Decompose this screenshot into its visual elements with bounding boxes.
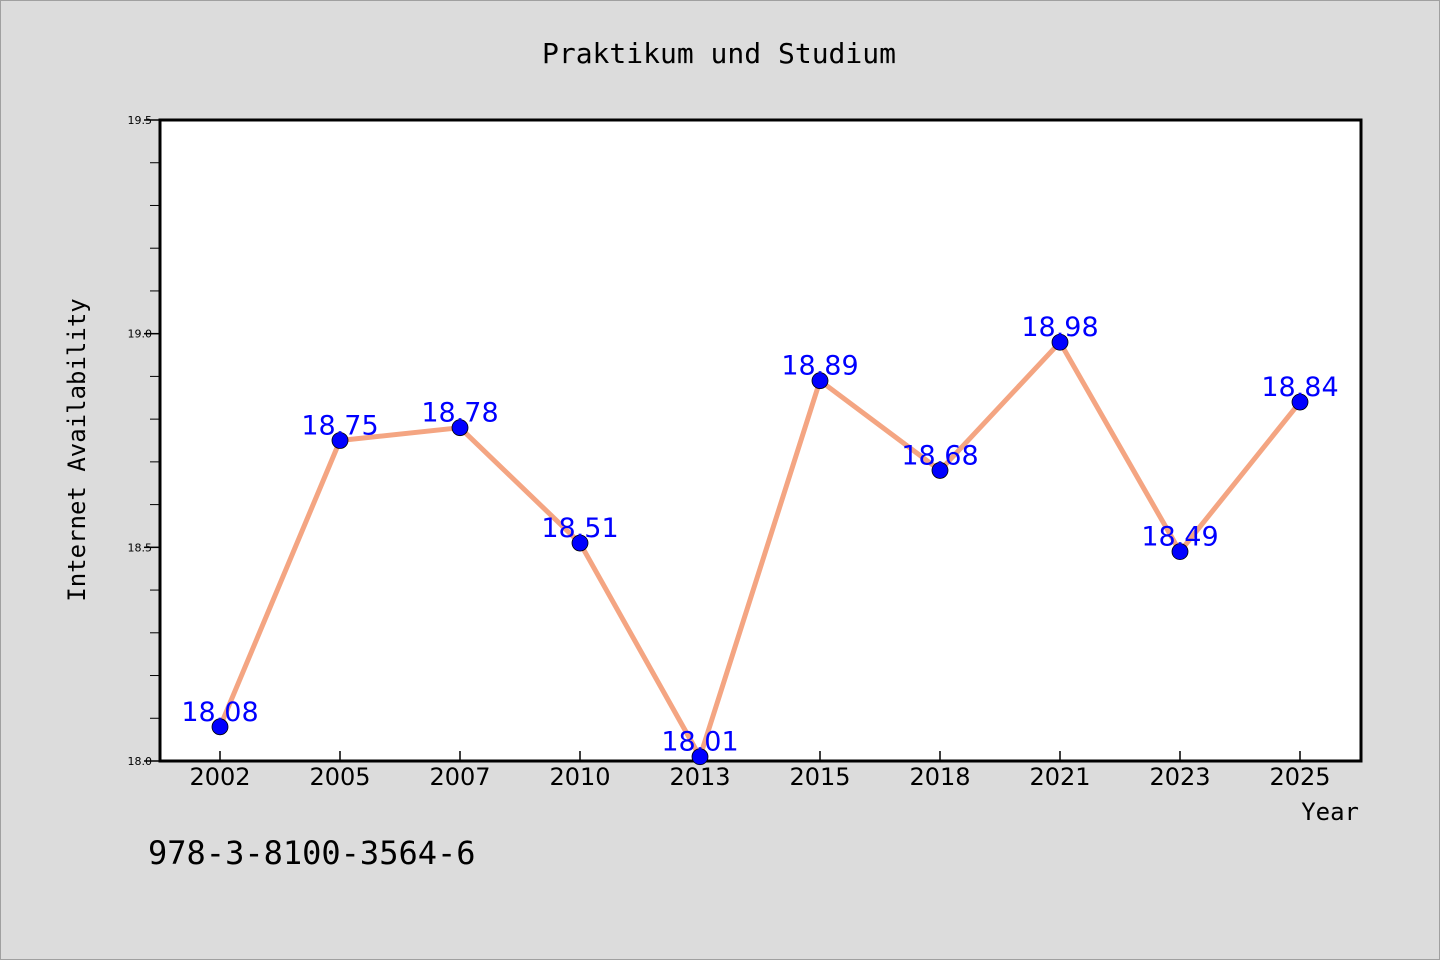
- x-tick-label: 2010: [549, 763, 610, 791]
- data-point: [1051, 333, 1069, 351]
- series-line: [217, 339, 1303, 760]
- data-point: [571, 534, 589, 552]
- x-axis-label: Year: [1301, 798, 1359, 826]
- data-label: 18.01: [661, 727, 738, 758]
- x-tick-label: 2021: [1029, 763, 1090, 791]
- data-point: [931, 462, 949, 479]
- y-tick-label: 19.5: [128, 114, 153, 127]
- data-label: 18.51: [541, 513, 618, 544]
- y-axis-label: Internet Availability: [63, 298, 91, 601]
- data-point: [331, 432, 349, 449]
- x-tick-label: 2025: [1269, 763, 1330, 791]
- data-label: 18.68: [901, 440, 978, 471]
- data-label: 18.98: [1021, 312, 1098, 343]
- y-tick-label: 18.0: [128, 755, 153, 768]
- y-tick-label: 18.5: [128, 541, 153, 554]
- x-tick-label: 2013: [669, 763, 730, 791]
- x-tick-label: 2015: [789, 763, 850, 791]
- data-label: 18.84: [1261, 372, 1338, 403]
- data-label: 18.89: [781, 351, 858, 382]
- data-label: 18.78: [421, 398, 498, 429]
- data-point: [811, 372, 829, 390]
- data-point: [691, 748, 709, 766]
- data-label: 18.49: [1141, 522, 1218, 553]
- data-point: [211, 718, 229, 736]
- data-point: [1171, 543, 1189, 561]
- x-axis: 2002 2005 2007 2010 2013 2015 2018 2021 2023 2025: [189, 751, 1331, 791]
- x-tick-label: 2018: [909, 763, 970, 791]
- y-tick-label: 19.0: [128, 328, 153, 341]
- y-axis: 18.0 18.5 19.0 19.5: [128, 114, 160, 768]
- chart-title: Praktikum und Studium: [542, 37, 896, 70]
- series-group: 18.08 18.75 18.78 18.51 18.01 18.89 18.68 18.98…: [181, 312, 1339, 766]
- data-label: 18.08: [181, 697, 258, 728]
- data-point: [451, 419, 469, 437]
- data-point: [1291, 393, 1309, 411]
- x-tick-label: 2007: [429, 763, 490, 791]
- x-tick-label: 2023: [1149, 763, 1210, 791]
- data-label: 18.75: [301, 411, 378, 442]
- x-tick-label: 2005: [309, 763, 370, 791]
- x-tick-label: 2002: [189, 763, 250, 791]
- isbn-footer: 978-3-8100-3564-6: [148, 834, 476, 872]
